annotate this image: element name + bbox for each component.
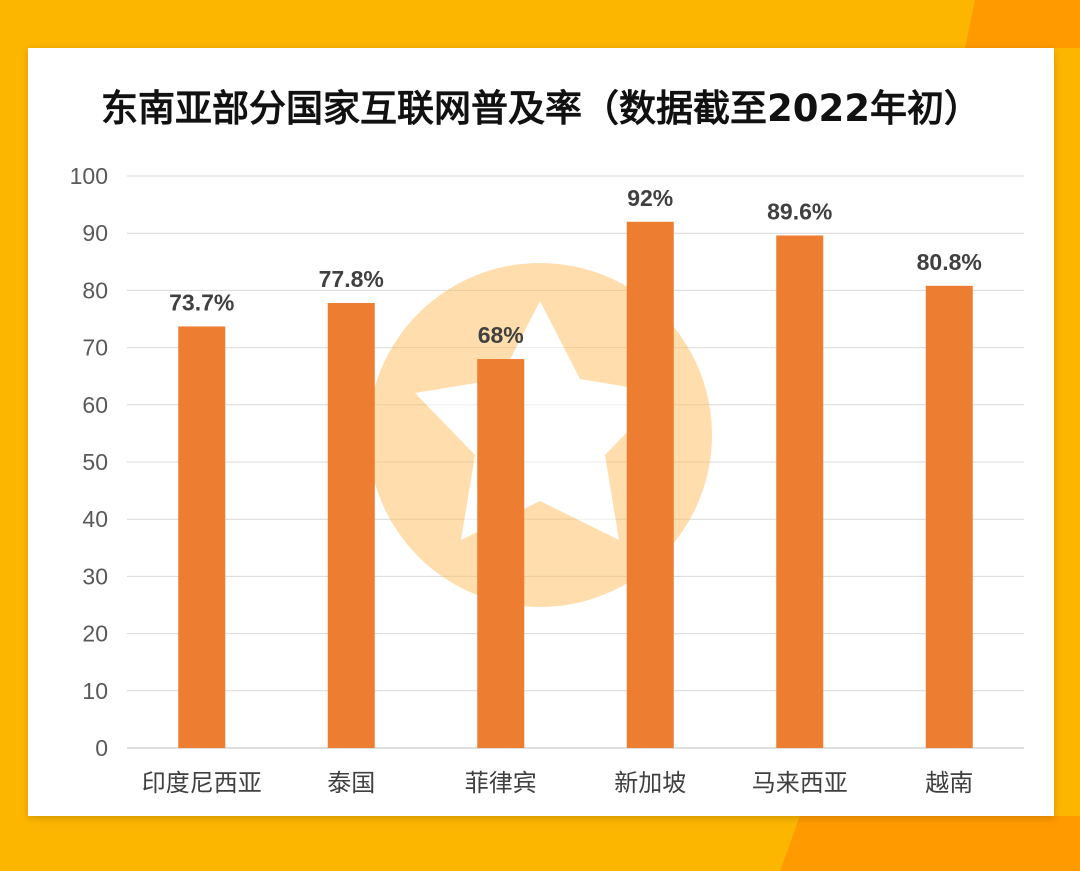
bar bbox=[477, 359, 525, 748]
y-tick-label: 20 bbox=[82, 621, 108, 647]
y-tick-label: 0 bbox=[95, 735, 108, 761]
y-tick-label: 70 bbox=[82, 335, 108, 361]
data-label: 80.8% bbox=[917, 249, 982, 275]
category-label: 菲律宾 bbox=[465, 769, 537, 797]
chart-card: 东南亚部分国家互联网普及率（数据截至2022年初） 0 10 20 30 40 50 60 7… bbox=[28, 48, 1054, 816]
bar-chart: 0 10 20 30 40 50 60 70 80 90 100 73.7% 77.8% 68% 92% 8… bbox=[70, 163, 1024, 797]
bar bbox=[327, 302, 375, 748]
data-label: 92% bbox=[627, 185, 673, 211]
y-tick-label: 40 bbox=[82, 506, 108, 532]
background-accent-bottom-right bbox=[780, 816, 1080, 871]
data-label: 68% bbox=[478, 322, 524, 348]
data-label: 89.6% bbox=[767, 198, 832, 224]
category-label: 泰国 bbox=[327, 769, 375, 797]
category-label: 新加坡 bbox=[614, 769, 686, 797]
bars bbox=[178, 221, 973, 748]
category-label: 印度尼西亚 bbox=[142, 769, 262, 797]
bar bbox=[626, 221, 674, 748]
bar bbox=[178, 326, 226, 748]
chart-title: 东南亚部分国家互联网普及率（数据截至2022年初） bbox=[101, 87, 981, 130]
y-tick-label: 50 bbox=[82, 449, 108, 475]
y-tick-label: 30 bbox=[82, 563, 108, 589]
y-tick-label: 80 bbox=[82, 277, 108, 303]
data-labels: 73.7% 77.8% 68% 92% 89.6% 80.8% bbox=[169, 185, 982, 348]
y-tick-label: 60 bbox=[82, 392, 108, 418]
bar bbox=[925, 285, 973, 748]
category-label: 越南 bbox=[925, 769, 973, 797]
y-tick-label: 90 bbox=[82, 220, 108, 246]
y-tick-label: 100 bbox=[70, 163, 108, 189]
category-labels: 印度尼西亚 泰国 菲律宾 新加坡 马来西亚 越南 bbox=[142, 769, 974, 797]
data-label: 73.7% bbox=[169, 289, 234, 315]
category-label: 马来西亚 bbox=[752, 769, 848, 797]
y-axis-ticks: 0 10 20 30 40 50 60 70 80 90 100 bbox=[70, 163, 108, 761]
bar bbox=[776, 235, 824, 748]
data-label: 77.8% bbox=[319, 266, 384, 292]
y-tick-label: 10 bbox=[82, 678, 108, 704]
background-accent-top-right bbox=[965, 0, 1080, 48]
